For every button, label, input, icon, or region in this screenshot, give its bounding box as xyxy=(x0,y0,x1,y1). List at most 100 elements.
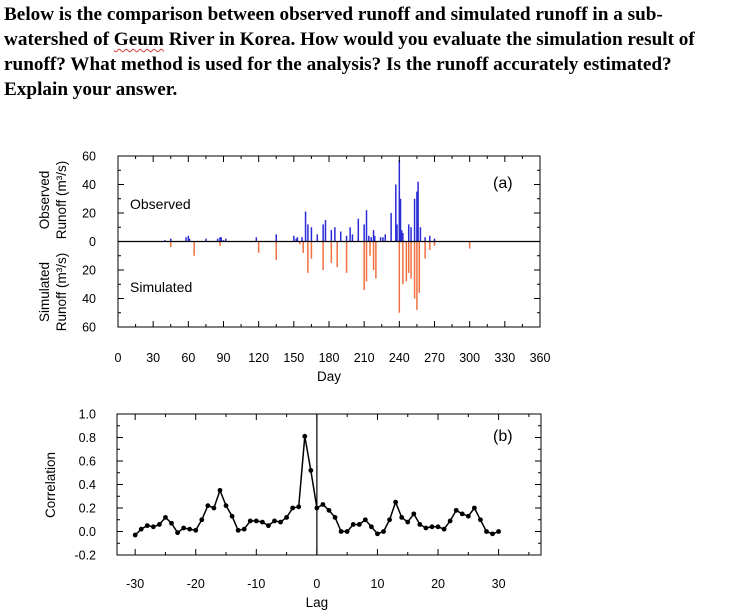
label-line: Runoff (m³/s) xyxy=(54,253,69,332)
simulated-bar xyxy=(410,241,412,279)
simulated-bar xyxy=(322,241,324,270)
observed-bar xyxy=(396,224,398,242)
simulated-bar xyxy=(365,241,368,282)
observed-bars xyxy=(164,160,436,242)
correlation-point xyxy=(465,513,471,519)
correlation-point xyxy=(175,530,180,536)
label-line: Runoff (m³/s) xyxy=(54,161,69,240)
question-part-1: Below is the comparison between observed… xyxy=(4,4,663,50)
correlation-point xyxy=(205,503,211,509)
correlation-point xyxy=(150,524,156,530)
observed-series-label: Observed xyxy=(130,196,191,212)
label-line: Observed xyxy=(37,171,52,230)
observed-bar xyxy=(316,234,319,242)
x-tick-label: -30 xyxy=(126,577,144,591)
y-tick-label: 1.0 xyxy=(79,408,96,422)
x-tick-label: 360 xyxy=(530,351,551,365)
correlation-point xyxy=(163,515,168,520)
observed-bar xyxy=(363,224,365,242)
simulated-bar xyxy=(398,241,401,313)
observed-bar xyxy=(220,237,222,242)
correlation-point xyxy=(411,511,417,517)
observed-bar xyxy=(368,235,370,242)
observed-bar xyxy=(351,234,354,242)
observed-bar xyxy=(301,237,303,242)
chart-a-y-tick-labels: 60 40 20 0 20 40 60 xyxy=(82,150,96,335)
x-tick-label: 60 xyxy=(181,351,195,365)
correlation-point xyxy=(478,517,483,523)
simulated-bar xyxy=(193,241,195,256)
y-tick-label: -0.2 xyxy=(74,549,96,563)
correlation-point xyxy=(362,517,368,523)
simulated-bar xyxy=(345,241,348,273)
correlation-point xyxy=(229,513,235,519)
correlation-point xyxy=(332,515,338,520)
observed-bar xyxy=(188,238,191,242)
correlation-point xyxy=(447,518,453,524)
x-tick-label: -20 xyxy=(187,577,205,591)
correlation-point xyxy=(453,507,459,513)
simulated-bar xyxy=(429,241,431,251)
observed-bar xyxy=(365,210,368,242)
observed-bar xyxy=(407,224,410,242)
y-tick-label: 0.8 xyxy=(79,431,96,445)
simulated-bar xyxy=(402,241,404,285)
observed-bar xyxy=(339,231,342,242)
correlation-point xyxy=(459,511,465,517)
observed-bar xyxy=(324,220,327,242)
observed-bar xyxy=(345,235,348,242)
simulated-bar xyxy=(375,241,377,279)
chart-b-frame xyxy=(116,413,542,556)
correlation-points xyxy=(132,433,501,538)
correlation-point xyxy=(369,524,374,530)
observed-bar xyxy=(395,184,397,242)
observed-bar xyxy=(322,224,324,242)
observed-bar xyxy=(216,238,219,242)
chart-b-x-axis-label: Lag xyxy=(306,595,329,610)
x-tick-label: 90 xyxy=(217,351,231,365)
x-tick-label: 210 xyxy=(354,351,375,365)
x-tick-label: 30 xyxy=(146,351,160,365)
simulated-bar xyxy=(310,241,313,259)
observed-bar xyxy=(416,191,418,242)
correlation-point xyxy=(496,529,501,534)
x-tick-label: 270 xyxy=(424,351,445,365)
correlation-point xyxy=(211,505,217,511)
y-tick-label: 0.0 xyxy=(79,525,96,539)
correlation-point xyxy=(157,522,162,527)
observed-bar xyxy=(164,240,166,242)
y-tick-label: 60 xyxy=(82,150,96,164)
correlation-point xyxy=(169,520,174,526)
simulated-bar xyxy=(413,241,416,299)
observed-bar xyxy=(225,238,227,242)
observed-bar xyxy=(410,227,412,242)
observed-bar xyxy=(379,237,382,242)
observed-bar xyxy=(255,237,258,242)
observed-bar xyxy=(349,227,351,242)
correlation-point xyxy=(284,515,289,520)
correlation-point xyxy=(187,526,193,532)
correlation-point xyxy=(417,522,423,527)
x-tick-label: 330 xyxy=(494,351,515,365)
simulated-bar xyxy=(330,241,333,263)
correlation-point xyxy=(375,531,380,537)
observed-bar xyxy=(370,237,372,242)
x-tick-label: 20 xyxy=(431,577,445,591)
correlation-point xyxy=(223,503,229,509)
observed-bar xyxy=(429,235,431,242)
correlation-point xyxy=(429,524,435,530)
observed-bar xyxy=(293,235,295,242)
observed-bar xyxy=(310,227,313,242)
observed-bar xyxy=(372,230,375,242)
observed-bar xyxy=(419,227,422,242)
correlation-point xyxy=(272,518,277,524)
chart-a-ticks xyxy=(117,155,541,328)
correlation-point xyxy=(484,529,489,534)
runoff-comparison-chart: 0 30 60 90 120 150 180 210 240 270 300 330 360 60 40 2… xyxy=(37,150,550,385)
y-tick-label: 20 xyxy=(82,207,96,221)
correlation-point xyxy=(350,522,356,527)
observed-bar xyxy=(304,211,307,242)
correlation-point xyxy=(338,529,344,534)
x-tick-label: 0 xyxy=(115,351,122,365)
simulated-bar xyxy=(424,241,426,259)
